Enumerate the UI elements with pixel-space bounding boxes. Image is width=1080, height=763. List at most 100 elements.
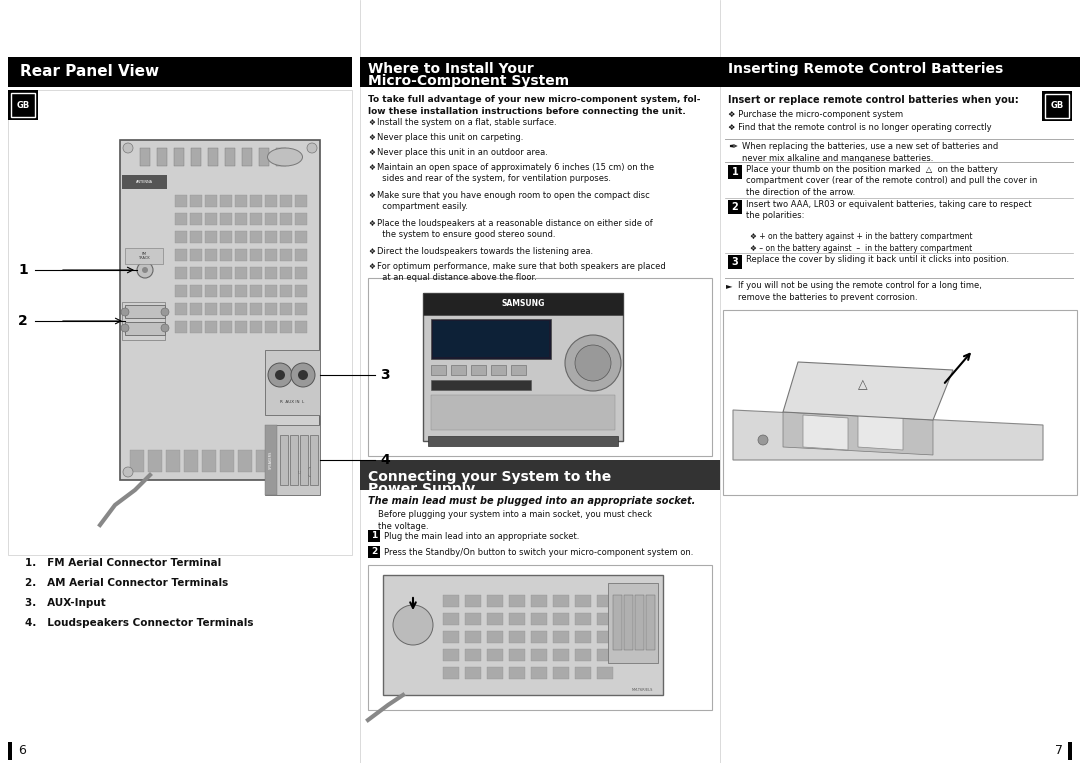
Text: Insert two AAA, LR03 or equivalent batteries, taking care to respect
the polarit: Insert two AAA, LR03 or equivalent batte… (746, 200, 1031, 221)
Circle shape (393, 605, 433, 645)
Bar (428, 436, 618, 446)
Bar (220, 231, 232, 243)
Bar (280, 195, 292, 207)
Bar (443, 613, 459, 625)
Text: FM
TRACK: FM TRACK (138, 252, 150, 260)
Text: Insert or replace remote control batteries when you:: Insert or replace remote control batteri… (728, 95, 1018, 105)
Text: 7: 7 (1055, 745, 1063, 758)
Bar (190, 285, 202, 297)
Bar (465, 631, 481, 643)
Bar (249, 249, 262, 261)
Text: 2: 2 (18, 314, 28, 328)
Bar (295, 285, 307, 297)
Text: Where to Install Your: Where to Install Your (368, 62, 534, 76)
Bar (465, 667, 481, 679)
Bar (191, 148, 201, 166)
Bar (220, 195, 232, 207)
Bar (208, 148, 218, 166)
Bar (575, 649, 591, 661)
Bar (122, 302, 165, 340)
Bar (235, 303, 247, 315)
Bar (635, 595, 644, 650)
Bar (205, 321, 217, 333)
Bar (728, 255, 742, 269)
Text: R  AUX IN  L: R AUX IN L (280, 400, 305, 404)
Bar (274, 450, 288, 472)
Text: Make sure that you have enough room to open the compact disc
  compartment easil: Make sure that you have enough room to o… (377, 191, 650, 211)
Bar (487, 595, 503, 607)
Bar (140, 148, 150, 166)
Bar (259, 148, 269, 166)
Text: Install the system on a flat, stable surface.: Install the system on a flat, stable sur… (377, 118, 556, 127)
Text: Replace the cover by sliding it back until it clicks into position.: Replace the cover by sliding it back unt… (746, 255, 1009, 264)
Bar (205, 195, 217, 207)
Bar (205, 285, 217, 297)
Bar (295, 321, 307, 333)
Circle shape (275, 370, 285, 380)
Bar (1068, 742, 1072, 760)
Bar (265, 231, 276, 243)
Bar (280, 267, 292, 279)
Bar (553, 595, 569, 607)
Text: ❖: ❖ (368, 247, 375, 256)
Text: ✒: ✒ (728, 142, 738, 152)
Bar (575, 613, 591, 625)
Bar (249, 321, 262, 333)
Polygon shape (804, 415, 848, 450)
Bar (190, 321, 202, 333)
Bar (175, 303, 187, 315)
Text: Rear Panel View: Rear Panel View (21, 65, 159, 79)
Bar (220, 285, 232, 297)
Bar (728, 200, 742, 214)
Text: For optimum performance, make sure that both speakers are placed
  at an equal d: For optimum performance, make sure that … (377, 262, 665, 282)
Bar (8, 90, 352, 555)
Bar (720, 57, 1080, 87)
Text: Place the loudspeakers at a reasonable distance on either side of
  the system t: Place the loudspeakers at a reasonable d… (377, 219, 652, 240)
Bar (242, 148, 252, 166)
Bar (443, 649, 459, 661)
Bar (175, 249, 187, 261)
Circle shape (137, 262, 153, 278)
Bar (575, 595, 591, 607)
Bar (175, 195, 187, 207)
Text: ❖: ❖ (368, 163, 375, 172)
Text: GB: GB (16, 101, 29, 110)
Text: Connecting your System to the: Connecting your System to the (368, 470, 611, 484)
Bar (360, 57, 720, 87)
Text: ❖: ❖ (368, 148, 375, 157)
Bar (190, 195, 202, 207)
Bar (423, 293, 623, 315)
Text: 1: 1 (370, 532, 377, 540)
Bar (249, 213, 262, 225)
Bar (443, 595, 459, 607)
Bar (613, 595, 622, 650)
Bar (280, 303, 292, 315)
Text: Plug the main lead into an appropriate socket.: Plug the main lead into an appropriate s… (384, 532, 579, 541)
Bar (553, 667, 569, 679)
Bar (575, 667, 591, 679)
Bar (190, 303, 202, 315)
Bar (491, 365, 507, 375)
Bar (531, 667, 546, 679)
Text: ❖ Purchase the micro-component system: ❖ Purchase the micro-component system (728, 110, 903, 119)
Circle shape (121, 308, 129, 316)
Bar (531, 613, 546, 625)
Bar (235, 285, 247, 297)
Bar (157, 148, 167, 166)
Circle shape (298, 370, 308, 380)
Text: ❖: ❖ (368, 262, 375, 271)
Bar (553, 613, 569, 625)
Bar (531, 649, 546, 661)
Bar (122, 175, 167, 189)
Bar (471, 365, 486, 375)
Bar (249, 231, 262, 243)
Circle shape (161, 308, 168, 316)
Polygon shape (783, 412, 933, 455)
Text: Direct the loudspeakers towards the listening area.: Direct the loudspeakers towards the list… (377, 247, 593, 256)
Text: Place your thumb on the position marked  △  on the battery
compartment cover (re: Place your thumb on the position marked … (746, 165, 1038, 197)
Text: Maintain an open space of approximately 6 inches (15 cm) on the
  sides and rear: Maintain an open space of approximately … (377, 163, 654, 183)
Bar (295, 249, 307, 261)
Circle shape (307, 467, 318, 477)
Bar (220, 213, 232, 225)
Bar (509, 667, 525, 679)
